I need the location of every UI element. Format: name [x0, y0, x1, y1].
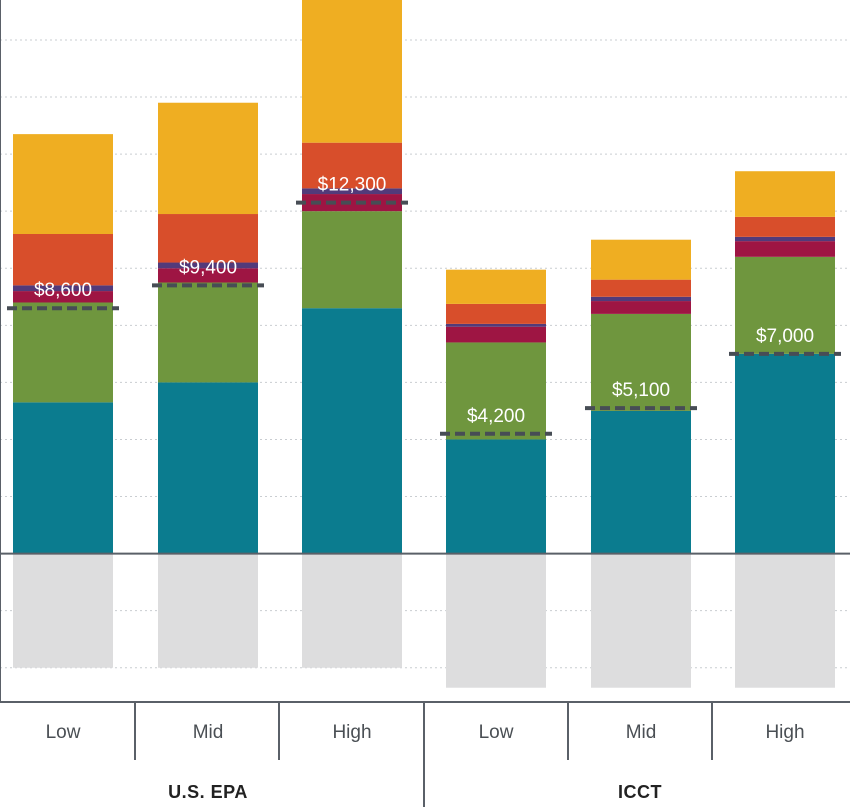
bar-segment [446, 553, 546, 688]
bar-segment [446, 342, 546, 440]
bar-segment [735, 236, 835, 242]
category-label: Mid [626, 722, 657, 743]
bar-segment [446, 269, 546, 304]
category-labels: Low Mid High Low Mid High [46, 722, 805, 743]
bar-segment [446, 303, 546, 324]
net-value-label: $4,200 [467, 406, 525, 427]
group-label: ICCT [618, 782, 662, 802]
bar-segment [158, 214, 258, 263]
bar-segment [446, 439, 546, 554]
bar-segment [302, 308, 402, 554]
bar-segment [302, 142, 402, 189]
group-labels: U.S. EPA ICCT [168, 782, 662, 802]
gridlines [0, 39, 850, 669]
net-value-markers [7, 200, 841, 436]
bar-segment [158, 268, 258, 283]
bar-segment [13, 553, 113, 668]
bar-segment [13, 285, 113, 292]
category-label: Low [479, 722, 514, 743]
bar-segment [302, 0, 402, 143]
category-label: High [765, 722, 804, 743]
net-value-label: $8,600 [34, 280, 92, 301]
bar-segment [13, 402, 113, 554]
bar-segment [735, 553, 835, 688]
bar-segment [13, 302, 113, 403]
bar-segment [302, 211, 402, 309]
bar-segment [446, 326, 546, 343]
category-label: Mid [193, 722, 224, 743]
bar-segment [735, 353, 835, 554]
bar-segment [735, 241, 835, 257]
bar-segment [591, 239, 691, 280]
bar-segment [13, 234, 113, 286]
bar-segment [158, 382, 258, 554]
bar-stacks [13, 0, 835, 688]
bar-segment [591, 301, 691, 314]
bar-segment [446, 323, 546, 327]
bar-segment [13, 134, 113, 234]
bar-segment [302, 553, 402, 668]
bar-segment [302, 188, 402, 195]
bar-segment [735, 216, 835, 237]
bar-segment [13, 291, 113, 303]
net-value-label: $5,100 [612, 380, 670, 401]
group-label: U.S. EPA [168, 782, 248, 802]
bar-segment [158, 102, 258, 215]
net-value-label: $7,000 [756, 326, 814, 347]
net-value-label: $9,400 [179, 257, 237, 278]
bar-segment [158, 282, 258, 383]
bar-segment [158, 553, 258, 668]
bar-segment [591, 279, 691, 297]
bar-segment [591, 553, 691, 688]
bar-segment [302, 194, 402, 212]
bar-segment [591, 296, 691, 302]
category-label: Low [46, 722, 81, 743]
net-value-labels: $8,600 $9,400 $12,300 $4,200 $5,100 $7,000 [34, 175, 814, 427]
category-label: High [332, 722, 371, 743]
bar-segment [735, 171, 835, 217]
bar-segment [591, 410, 691, 554]
bar-segment [735, 256, 835, 354]
net-value-label: $12,300 [318, 175, 387, 196]
bar-segment [158, 262, 258, 269]
bar-segment [591, 313, 691, 411]
